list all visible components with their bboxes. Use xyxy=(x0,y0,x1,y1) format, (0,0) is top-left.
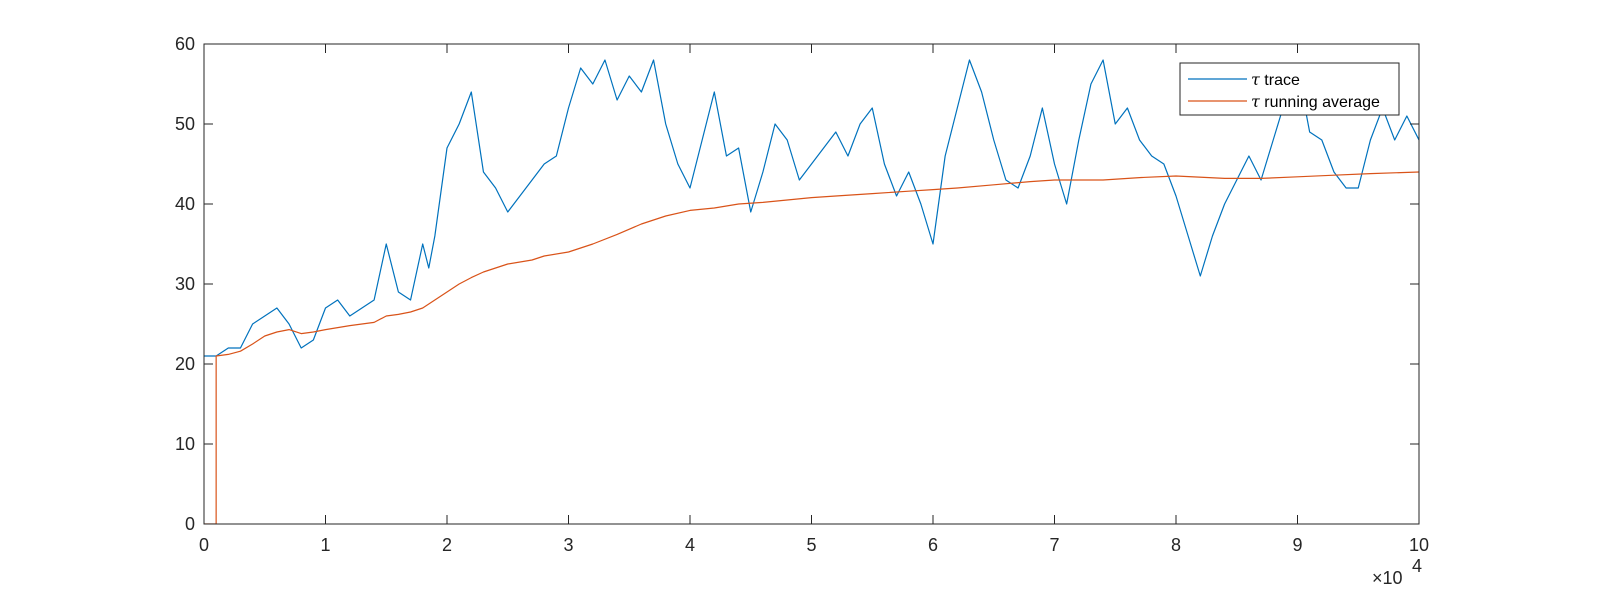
x-tick-labels: 0 1 2 3 4 5 6 7 8 9 10 xyxy=(199,535,1429,555)
plot-area xyxy=(204,44,1419,524)
y-tick-label: 0 xyxy=(185,514,195,534)
x-tick-label: 2 xyxy=(442,535,452,555)
series-line-tau-running-average xyxy=(204,171,1419,524)
legend: τ trace τ running average xyxy=(1179,62,1400,116)
x-tick-label: 8 xyxy=(1171,535,1181,555)
y-tick-label: 50 xyxy=(175,114,195,134)
x-tick-label: 7 xyxy=(1049,535,1059,555)
legend-label: τ trace xyxy=(1251,70,1300,89)
y-tick-label: 60 xyxy=(175,34,195,54)
x-axis-exponent: ×10 4 xyxy=(1372,556,1422,588)
x-tick-label: 3 xyxy=(563,535,573,555)
x-exponent-base: ×10 xyxy=(1372,568,1403,588)
x-tick-label: 1 xyxy=(320,535,330,555)
x-tick-label: 6 xyxy=(928,535,938,555)
y-tick-label: 20 xyxy=(175,354,195,374)
x-tick-label: 5 xyxy=(806,535,816,555)
y-tick-labels: 0 10 20 30 40 50 60 xyxy=(175,34,195,534)
x-tick-label: 10 xyxy=(1409,535,1429,555)
x-tick-label: 4 xyxy=(685,535,695,555)
x-tick-label: 9 xyxy=(1292,535,1302,555)
series-layer xyxy=(204,59,1419,524)
y-tick-label: 10 xyxy=(175,434,195,454)
x-tick-label: 0 xyxy=(199,535,209,555)
x-exponent-power: 4 xyxy=(1412,556,1422,576)
y-tick-label: 40 xyxy=(175,194,195,214)
axes-box xyxy=(203,43,1420,525)
series-line-tau-trace xyxy=(204,59,1419,357)
y-tick-label: 30 xyxy=(175,274,195,294)
legend-label: τ running average xyxy=(1251,92,1380,111)
legend-box xyxy=(1179,62,1400,116)
